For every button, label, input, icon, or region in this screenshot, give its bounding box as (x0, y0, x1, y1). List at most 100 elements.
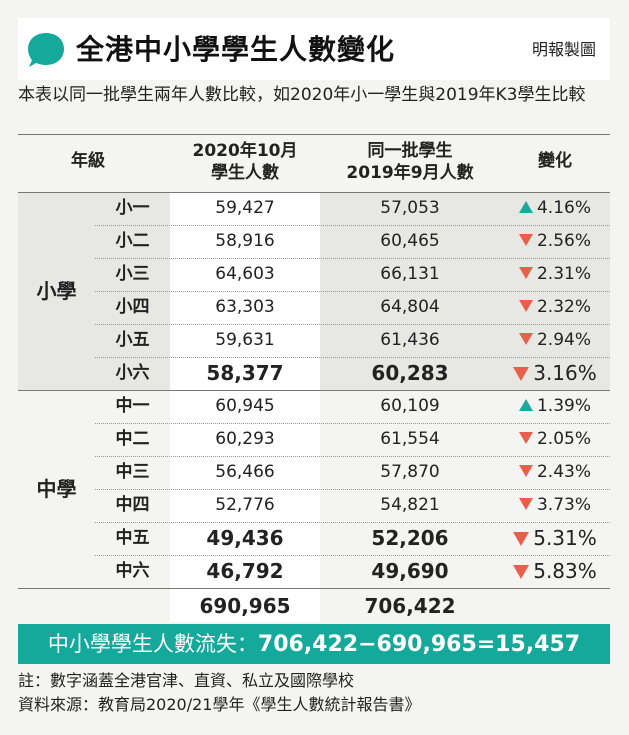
row-change: 3.73% (500, 489, 610, 521)
row-value-2020: 63,303 (215, 297, 275, 317)
triangle-down-icon (518, 267, 533, 279)
total-2019: 706,422 (364, 594, 456, 618)
row-value-2020: 46,792 (206, 559, 284, 583)
header-change: 變化 (538, 151, 572, 171)
header-grade: 年級 (71, 151, 105, 171)
row-value-2020: 58,377 (206, 361, 284, 385)
row-change-value: 2.31% (536, 264, 591, 284)
triangle-down-icon (518, 300, 533, 312)
row-value-2020: 59,427 (215, 198, 275, 218)
row-value-2020: 52,776 (215, 495, 275, 515)
row-value-2019: 61,436 (380, 330, 440, 350)
row-grade: 小三 (115, 264, 150, 284)
summary-label: 中小學學生人數流失： (47, 632, 258, 656)
row-grade: 中四 (115, 495, 150, 515)
row-grade: 小二 (115, 231, 150, 251)
row-grade: 中一 (115, 396, 150, 416)
row-change-value: 3.73% (536, 495, 591, 515)
row-value-2020: 60,945 (215, 396, 275, 416)
table-bottom-rule (18, 588, 610, 589)
header-box: 全港中小學學生人數變化 明報製圖 (18, 18, 610, 80)
row-value-2019: 60,109 (380, 396, 440, 416)
row-change: 3.16% (500, 357, 610, 389)
row-change-value: 3.16% (533, 361, 597, 385)
triangle-down-icon (518, 234, 533, 246)
row-change: 5.31% (500, 522, 610, 554)
header-col-2019-line2: 2019年9月人數 (346, 163, 474, 183)
triangle-down-icon (513, 366, 530, 381)
header-col-2020: 2020年10月 學生人數 (170, 140, 320, 184)
row-divider (95, 423, 610, 424)
row-value-2019: 60,465 (380, 231, 440, 251)
subtitle-text: 本表以同一批學生兩年人數比較，如2020年小一學生與2019年K3學生比較 (18, 85, 586, 105)
total-2020: 690,965 (199, 594, 291, 618)
row-change: 5.83% (500, 555, 610, 587)
row-value-2019: 52,206 (371, 526, 449, 550)
row-change-value: 2.32% (536, 297, 591, 317)
row-change-value: 5.83% (533, 559, 597, 583)
row-change: 2.32% (500, 291, 610, 323)
row-change-value: 2.94% (536, 330, 591, 350)
row-change-value: 2.43% (536, 462, 591, 482)
group-divider-rule (18, 390, 610, 391)
row-change-value: 4.16% (536, 198, 591, 218)
group-label-secondary: 中學 (36, 477, 77, 501)
header-col-2020-line1: 2020年10月 (192, 141, 298, 161)
row-divider (95, 324, 610, 325)
row-value-2019: 49,690 (371, 559, 449, 583)
row-grade: 中二 (115, 429, 150, 449)
triangle-up-icon (518, 201, 533, 213)
header-col-2019-line1: 同一批學生 (367, 141, 453, 161)
table-top-rule (18, 134, 610, 135)
triangle-down-icon (518, 333, 533, 345)
row-divider (95, 555, 610, 556)
row-change: 2.56% (500, 225, 610, 257)
row-grade: 小五 (115, 330, 150, 350)
row-value-2019: 60,283 (371, 361, 449, 385)
row-change: 2.31% (500, 258, 610, 290)
triangle-down-icon (518, 465, 533, 477)
row-change-value: 2.05% (536, 429, 591, 449)
row-value-2020: 59,631 (215, 330, 275, 350)
row-change-value: 1.39% (536, 396, 591, 416)
row-divider (95, 225, 610, 226)
row-change: 2.94% (500, 324, 610, 356)
row-grade: 小六 (115, 363, 150, 383)
row-value-2019: 57,870 (380, 462, 440, 482)
row-value-2020: 60,293 (215, 429, 275, 449)
triangle-up-icon (518, 399, 533, 411)
row-grade: 小一 (115, 198, 150, 218)
triangle-down-icon (518, 498, 533, 510)
row-divider (95, 456, 610, 457)
row-divider (95, 522, 610, 523)
row-divider (95, 291, 610, 292)
row-change: 2.05% (500, 423, 610, 455)
row-value-2019: 54,821 (380, 495, 440, 515)
speech-bubble-icon (28, 33, 64, 67)
row-change: 2.43% (500, 456, 610, 488)
row-value-2019: 64,804 (380, 297, 440, 317)
row-value-2020: 56,466 (215, 462, 275, 482)
triangle-down-icon (518, 432, 533, 444)
group-label-primary: 小學 (36, 279, 77, 303)
row-value-2020: 58,916 (215, 231, 275, 251)
summary-formula: 706,422−690,965=15,457 (257, 632, 581, 657)
header-col-2020-line2: 學生人數 (211, 163, 279, 183)
row-change-value: 5.31% (533, 526, 597, 550)
page-title: 全港中小學學生人數變化 (76, 33, 396, 66)
row-value-2019: 57,053 (380, 198, 440, 218)
row-change: 4.16% (500, 192, 610, 224)
row-grade: 小四 (115, 297, 150, 317)
row-grade: 中五 (115, 528, 150, 548)
source-note: 資料來源：教育局2020/21學年《學生人數統計報告書》 (18, 695, 421, 714)
row-value-2019: 61,554 (380, 429, 440, 449)
header-col-2019: 同一批學生 2019年9月人數 (330, 140, 490, 184)
total-highlight-column (170, 588, 320, 622)
summary-bar: 中小學學生人數流失：706,422−690,965=15,457 (18, 624, 610, 664)
row-grade: 中三 (115, 462, 150, 482)
row-change-value: 2.56% (536, 231, 591, 251)
row-value-2020: 64,603 (215, 264, 275, 284)
credit-label: 明報製圖 (531, 40, 596, 59)
row-value-2020: 49,436 (206, 526, 284, 550)
footnote: 註：數字涵蓋全港官津、直資、私立及國際學校 (18, 671, 355, 690)
